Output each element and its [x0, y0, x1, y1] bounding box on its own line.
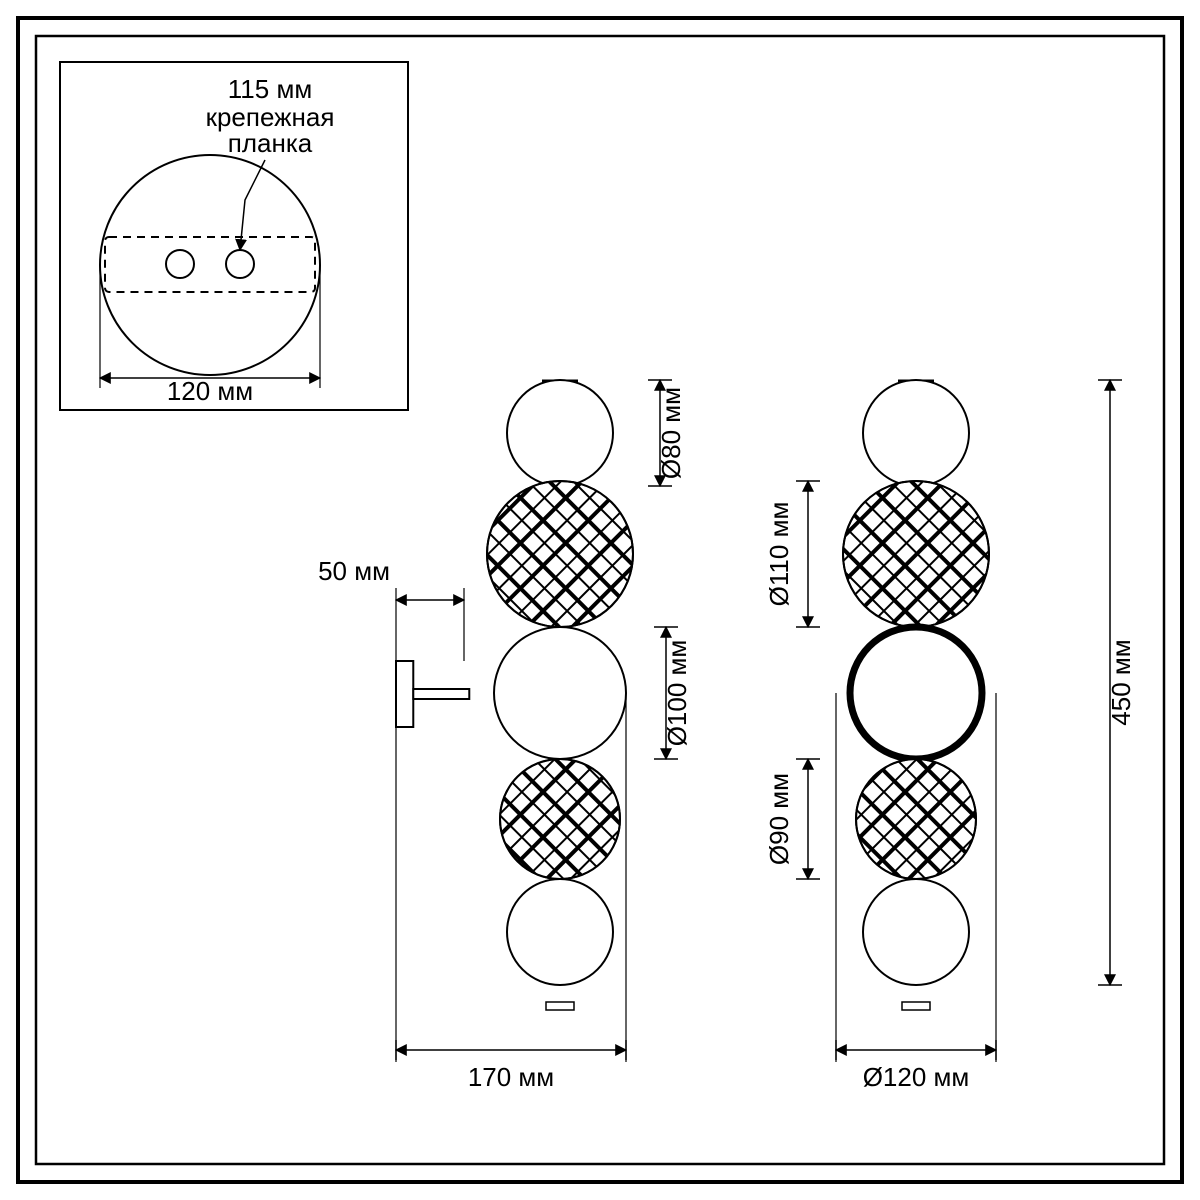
svg-text:170 мм: 170 мм — [468, 1062, 554, 1092]
svg-text:Ø110 мм: Ø110 мм — [764, 502, 794, 607]
svg-text:50 мм: 50 мм — [318, 556, 390, 586]
svg-text:115 мм: 115 мм — [228, 74, 312, 104]
svg-text:Ø90 мм: Ø90 мм — [764, 773, 794, 865]
svg-text:Ø120 мм: Ø120 мм — [863, 1062, 970, 1092]
svg-text:450 мм: 450 мм — [1106, 639, 1136, 725]
svg-text:Ø100 мм: Ø100 мм — [662, 640, 692, 747]
technical-drawing: 120 мм115 ммкрепежнаяпланкаØ80 ммØ100 мм… — [0, 0, 1200, 1200]
svg-text:120 мм: 120 мм — [167, 376, 253, 406]
svg-text:Ø80 мм: Ø80 мм — [656, 387, 686, 479]
svg-text:планка: планка — [228, 128, 313, 158]
